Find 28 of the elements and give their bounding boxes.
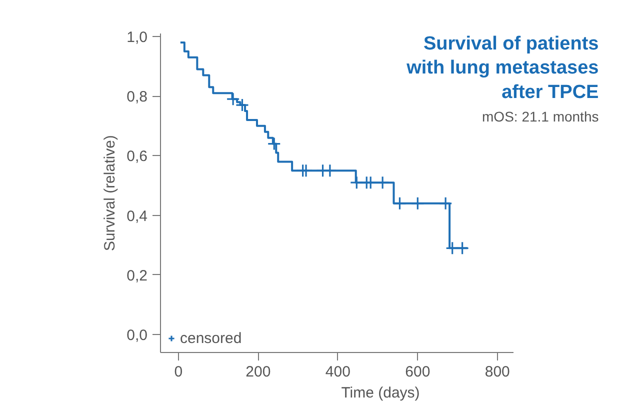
point: [323, 164, 337, 178]
y-tick-label: 0,4: [126, 208, 148, 225]
y-tick-label: 0,8: [126, 88, 148, 106]
y-tick-label: 0,6: [126, 148, 148, 166]
point: [438, 196, 452, 210]
y-tick-label: 0,0: [126, 327, 148, 344]
x-tick-label: 200: [246, 364, 271, 380]
point: [235, 98, 250, 112]
point: [364, 176, 378, 190]
point: [392, 196, 407, 210]
legend-label: censored: [180, 330, 242, 346]
x-tick-label: 0: [174, 364, 183, 380]
point: [299, 164, 313, 178]
point: [410, 196, 424, 210]
y-axis-title: Survival (relative): [102, 135, 119, 251]
point: [267, 137, 281, 151]
x-tick-label: 800: [484, 364, 510, 380]
point: [350, 176, 364, 190]
text: Survival of patients with lung metastases after TPCE: [406, 34, 599, 103]
x-axis-title: Time (days): [341, 384, 420, 402]
point: [376, 176, 390, 190]
x-tick-label: 400: [325, 364, 350, 380]
annotation: mOS: 21.1 months: [482, 108, 599, 124]
point: [446, 241, 460, 255]
y-tick-label: 1,0: [126, 28, 148, 46]
point: [226, 92, 240, 106]
y-tick-label: 0,2: [126, 267, 148, 284]
x-tick-label: 600: [405, 364, 430, 380]
